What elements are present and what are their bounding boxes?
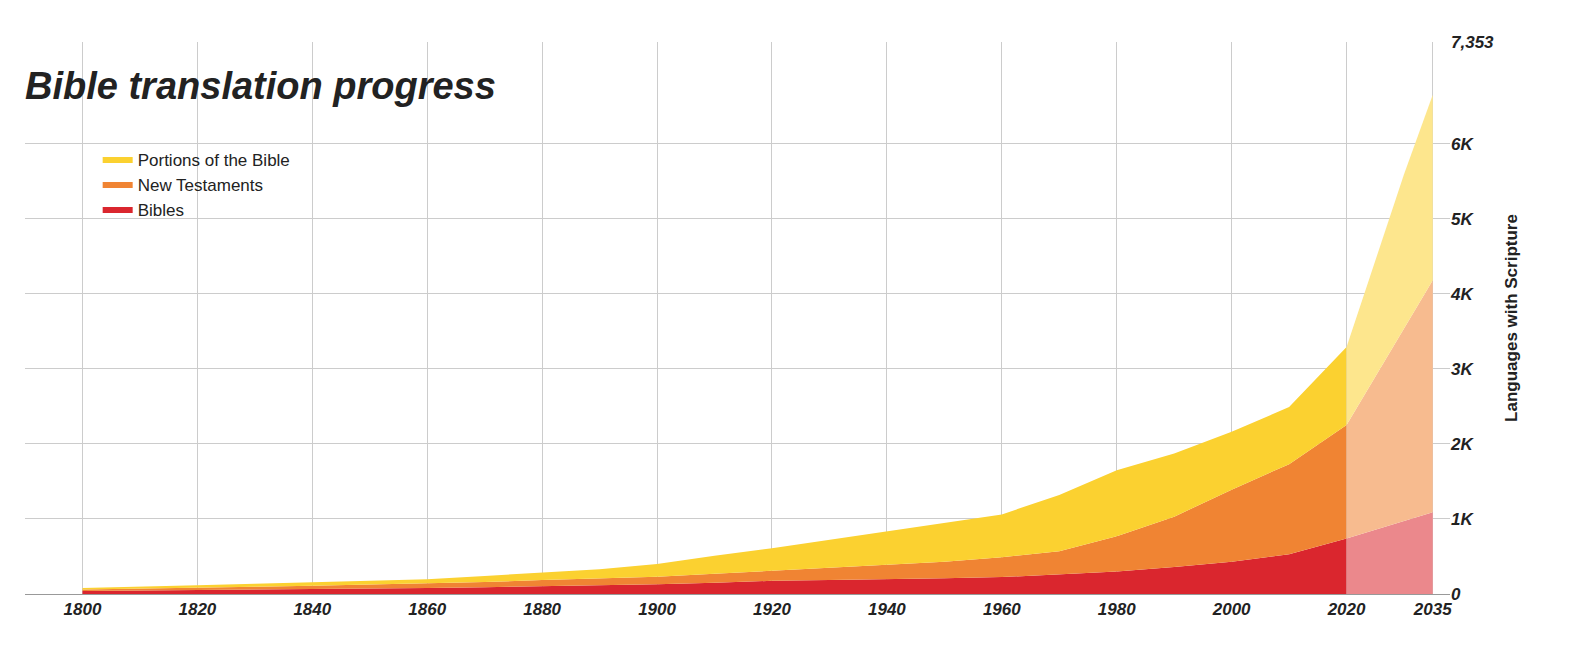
svg-text:1920: 1920 (753, 600, 791, 619)
svg-text:2K: 2K (1450, 435, 1474, 454)
svg-text:5K: 5K (1451, 210, 1474, 229)
svg-text:4K: 4K (1450, 285, 1474, 304)
svg-text:2020: 2020 (1327, 600, 1366, 619)
svg-text:Portions of the Bible: Portions of the Bible (138, 151, 290, 170)
svg-text:1880: 1880 (523, 600, 561, 619)
svg-text:1940: 1940 (868, 600, 906, 619)
svg-text:1820: 1820 (178, 600, 216, 619)
svg-text:1980: 1980 (1098, 600, 1136, 619)
svg-text:2000: 2000 (1212, 600, 1251, 619)
svg-text:Bibles: Bibles (138, 201, 184, 220)
svg-text:0: 0 (1451, 585, 1461, 604)
svg-text:1860: 1860 (408, 600, 446, 619)
svg-text:6K: 6K (1451, 135, 1474, 154)
svg-text:New Testaments: New Testaments (138, 176, 263, 195)
svg-text:2035: 2035 (1413, 600, 1452, 619)
svg-text:1840: 1840 (293, 600, 331, 619)
svg-text:1960: 1960 (983, 600, 1021, 619)
svg-text:Languages with Scripture: Languages with Scripture (1502, 214, 1521, 422)
svg-text:1800: 1800 (64, 600, 102, 619)
svg-text:7,353: 7,353 (1451, 33, 1494, 52)
svg-text:1900: 1900 (638, 600, 676, 619)
svg-text:1K: 1K (1451, 510, 1474, 529)
svg-text:Bible translation progress: Bible translation progress (25, 65, 496, 107)
svg-text:3K: 3K (1451, 360, 1474, 379)
